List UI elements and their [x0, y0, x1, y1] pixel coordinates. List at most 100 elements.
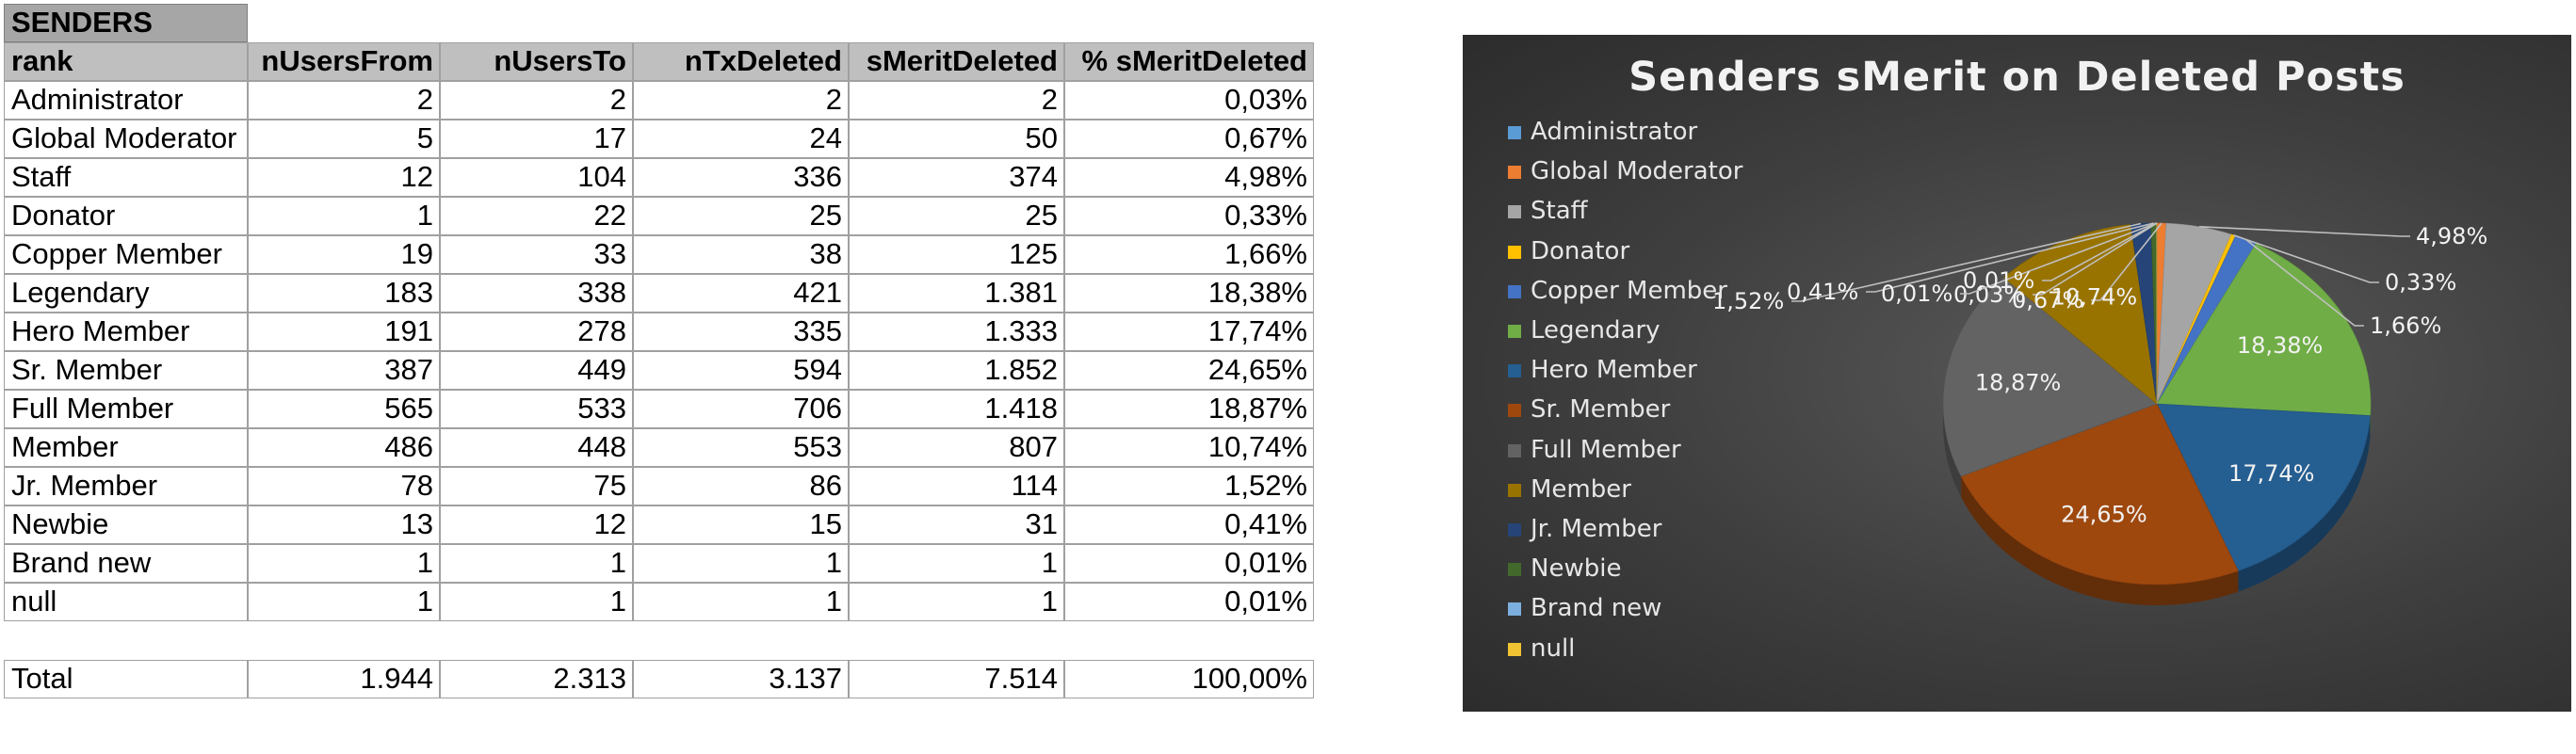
column-header[interactable]: rank — [4, 42, 248, 81]
value-cell[interactable]: 38 — [633, 235, 849, 274]
value-cell[interactable]: 25 — [849, 197, 1064, 235]
value-cell[interactable]: 387 — [248, 351, 440, 390]
value-cell[interactable]: 533 — [440, 390, 633, 428]
value-cell[interactable]: 1,66% — [1064, 235, 1314, 274]
value-cell[interactable]: 17,74% — [1064, 313, 1314, 351]
value-cell[interactable]: 5 — [248, 120, 440, 158]
value-cell[interactable]: 1 — [849, 544, 1064, 583]
value-cell[interactable]: 18,38% — [1064, 274, 1314, 313]
rank-cell[interactable]: Legendary — [4, 274, 248, 313]
pie-slice[interactable] — [1960, 403, 2239, 586]
value-cell[interactable]: 33 — [440, 235, 633, 274]
value-cell[interactable]: 1 — [440, 544, 633, 583]
value-cell[interactable]: 125 — [849, 235, 1064, 274]
value-cell[interactable]: 0,01% — [1064, 544, 1314, 583]
value-cell[interactable]: 335 — [633, 313, 849, 351]
value-cell[interactable]: 553 — [633, 428, 849, 467]
value-cell[interactable]: 183 — [248, 274, 440, 313]
value-cell[interactable]: 421 — [633, 274, 849, 313]
rank-cell[interactable]: Administrator — [4, 81, 248, 120]
value-cell[interactable]: 594 — [633, 351, 849, 390]
value-cell[interactable]: 2 — [633, 81, 849, 120]
value-cell[interactable]: 448 — [440, 428, 633, 467]
value-cell[interactable]: 1 — [248, 583, 440, 621]
total-value[interactable]: 3.137 — [633, 660, 849, 698]
value-cell[interactable]: 1 — [633, 583, 849, 621]
total-value[interactable]: 7.514 — [849, 660, 1064, 698]
column-header[interactable]: nTxDeleted — [633, 42, 849, 81]
value-cell[interactable]: 1.333 — [849, 313, 1064, 351]
value-cell[interactable]: 0,41% — [1064, 505, 1314, 544]
total-label[interactable]: Total — [4, 660, 248, 698]
value-cell[interactable]: 0,01% — [1064, 583, 1314, 621]
value-cell[interactable]: 1 — [633, 544, 849, 583]
value-cell[interactable]: 22 — [440, 197, 633, 235]
value-cell[interactable]: 114 — [849, 467, 1064, 505]
value-cell[interactable]: 19 — [248, 235, 440, 274]
value-cell[interactable]: 1.852 — [849, 351, 1064, 390]
value-cell[interactable]: 1 — [248, 197, 440, 235]
value-cell[interactable]: 0,33% — [1064, 197, 1314, 235]
value-cell[interactable]: 338 — [440, 274, 633, 313]
rank-cell[interactable]: Donator — [4, 197, 248, 235]
value-cell[interactable]: 336 — [633, 158, 849, 197]
value-cell[interactable]: 75 — [440, 467, 633, 505]
section-header[interactable]: SENDERS — [4, 4, 248, 42]
value-cell[interactable]: 1.381 — [849, 274, 1064, 313]
value-cell[interactable]: 449 — [440, 351, 633, 390]
value-cell[interactable]: 17 — [440, 120, 633, 158]
pie-slice[interactable] — [2156, 243, 2372, 416]
value-cell[interactable]: 78 — [248, 467, 440, 505]
rank-cell[interactable]: Staff — [4, 158, 248, 197]
value-cell[interactable]: 0,03% — [1064, 81, 1314, 120]
value-cell[interactable]: 807 — [849, 428, 1064, 467]
pie-slice[interactable] — [2156, 403, 2371, 571]
value-cell[interactable]: 50 — [849, 120, 1064, 158]
value-cell[interactable]: 12 — [440, 505, 633, 544]
rank-cell[interactable]: Hero Member — [4, 313, 248, 351]
value-cell[interactable]: 706 — [633, 390, 849, 428]
rank-cell[interactable]: Sr. Member — [4, 351, 248, 390]
value-cell[interactable]: 13 — [248, 505, 440, 544]
value-cell[interactable]: 31 — [849, 505, 1064, 544]
value-cell[interactable]: 486 — [248, 428, 440, 467]
value-cell[interactable]: 1.418 — [849, 390, 1064, 428]
rank-cell[interactable]: Brand new — [4, 544, 248, 583]
value-cell[interactable]: 12 — [248, 158, 440, 197]
rank-cell[interactable]: Copper Member — [4, 235, 248, 274]
value-cell[interactable]: 24 — [633, 120, 849, 158]
value-cell[interactable]: 1,52% — [1064, 467, 1314, 505]
value-cell[interactable]: 86 — [633, 467, 849, 505]
value-cell[interactable]: 2 — [440, 81, 633, 120]
value-cell[interactable]: 278 — [440, 313, 633, 351]
value-cell[interactable]: 18,87% — [1064, 390, 1314, 428]
rank-cell[interactable]: Newbie — [4, 505, 248, 544]
value-cell[interactable]: 1 — [248, 544, 440, 583]
value-cell[interactable]: 24,65% — [1064, 351, 1314, 390]
pie-slice[interactable] — [1942, 277, 2158, 477]
rank-cell[interactable]: Jr. Member — [4, 467, 248, 505]
value-cell[interactable]: 1 — [849, 583, 1064, 621]
column-header[interactable]: nUsersTo — [440, 42, 633, 81]
total-value[interactable]: 2.313 — [440, 660, 633, 698]
value-cell[interactable]: 15 — [633, 505, 849, 544]
total-value[interactable]: 100,00% — [1064, 660, 1314, 698]
value-cell[interactable]: 2 — [248, 81, 440, 120]
value-cell[interactable]: 565 — [248, 390, 440, 428]
value-cell[interactable]: 1 — [440, 583, 633, 621]
value-cell[interactable]: 25 — [633, 197, 849, 235]
value-cell[interactable]: 0,67% — [1064, 120, 1314, 158]
value-cell[interactable]: 4,98% — [1064, 158, 1314, 197]
column-header[interactable]: % sMeritDeleted — [1064, 42, 1314, 81]
value-cell[interactable]: 2 — [849, 81, 1064, 120]
rank-cell[interactable]: Member — [4, 428, 248, 467]
column-header[interactable]: sMeritDeleted — [849, 42, 1064, 81]
column-header[interactable]: nUsersFrom — [248, 42, 440, 81]
value-cell[interactable]: 191 — [248, 313, 440, 351]
rank-cell[interactable]: Global Moderator — [4, 120, 248, 158]
rank-cell[interactable]: Full Member — [4, 390, 248, 428]
value-cell[interactable]: 104 — [440, 158, 633, 197]
value-cell[interactable]: 10,74% — [1064, 428, 1314, 467]
rank-cell[interactable]: null — [4, 583, 248, 621]
total-value[interactable]: 1.944 — [248, 660, 440, 698]
